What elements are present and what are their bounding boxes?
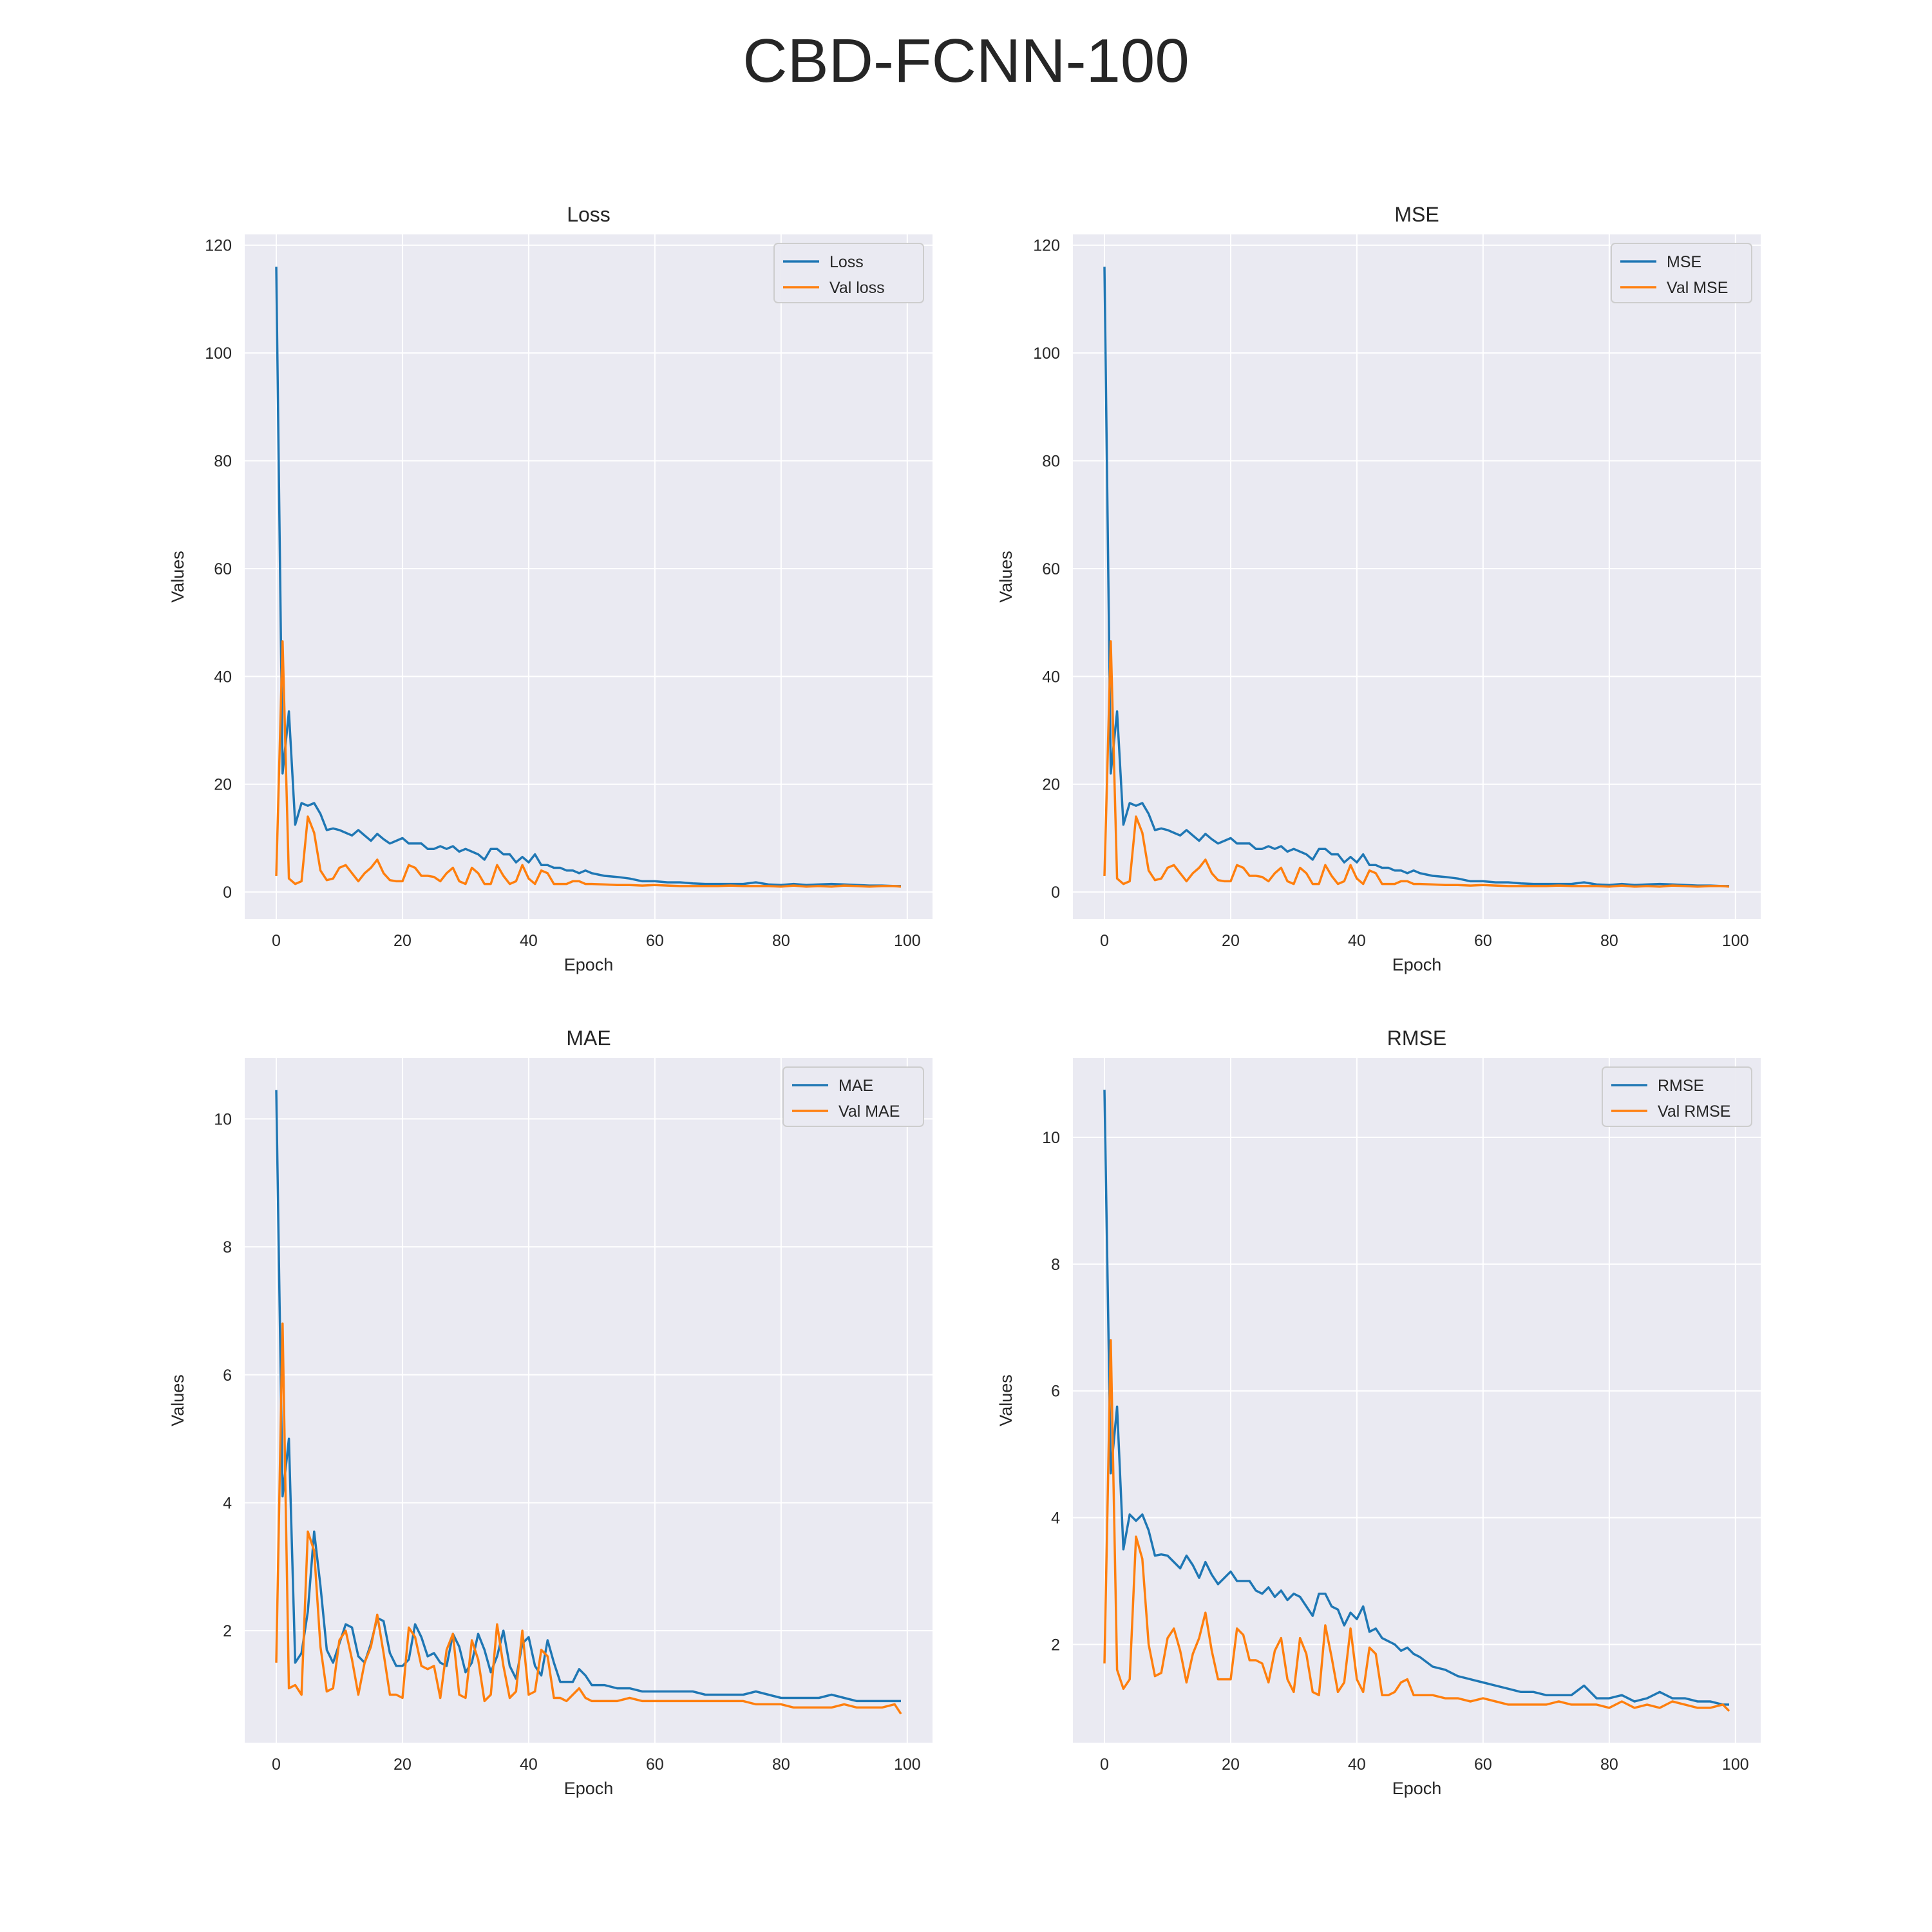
x-tick-label: 20 [393, 1756, 412, 1774]
legend-label: Val loss [829, 279, 885, 297]
y-tick-label: 20 [214, 776, 232, 794]
panel-title: MSE [1394, 203, 1439, 226]
y-tick-label: 2 [223, 1622, 232, 1640]
y-tick-label: 10 [1042, 1129, 1060, 1147]
y-tick-label: 0 [223, 884, 232, 902]
x-tick-label: 80 [1600, 1756, 1618, 1774]
y-tick-label: 40 [214, 668, 232, 686]
legend-label: Val RMSE [1658, 1103, 1730, 1121]
x-tick-label: 60 [646, 1756, 664, 1774]
x-tick-label: 20 [1222, 932, 1240, 950]
x-tick-label: 100 [1722, 932, 1749, 950]
y-tick-label: 8 [223, 1238, 232, 1256]
x-axis-label: Epoch [1392, 955, 1442, 974]
x-tick-label: 40 [1348, 1756, 1366, 1774]
series-line-val [1103, 1339, 1730, 1712]
y-tick-label: 0 [1051, 884, 1060, 902]
x-tick-label: 60 [1474, 1756, 1492, 1774]
y-axis-label: Values [168, 551, 187, 603]
plot-area [1073, 1058, 1761, 1743]
x-tick-label: 0 [1100, 1756, 1109, 1774]
y-tick-label: 4 [1051, 1510, 1060, 1528]
plot-area [1073, 234, 1761, 919]
x-tick-label: 80 [772, 1756, 790, 1774]
y-tick-label: 40 [1042, 668, 1060, 686]
legend-label: Loss [829, 253, 864, 271]
y-tick-label: 8 [1051, 1256, 1060, 1274]
chart-panel-loss: 0 20 40 60 80 100 0 20 40 60 80 100 120 Loss Epoch Valu… [168, 203, 933, 974]
x-tick-label: 40 [1348, 932, 1366, 950]
figure-title: CBD-FCNN-100 [743, 26, 1189, 95]
legend-label: MSE [1667, 253, 1701, 271]
x-tick-label: 40 [520, 1756, 538, 1774]
series-line-train [275, 1090, 901, 1703]
plot-area [245, 1058, 933, 1743]
legend-label: Val MAE [838, 1103, 900, 1121]
y-tick-label: 10 [214, 1110, 232, 1128]
x-axis-label: Epoch [564, 1779, 614, 1798]
y-tick-label: 100 [205, 345, 232, 363]
x-tick-label: 80 [772, 932, 790, 950]
x-tick-label: 80 [1600, 932, 1618, 950]
x-axis-label: Epoch [564, 955, 614, 974]
x-tick-label: 60 [1474, 932, 1492, 950]
chart-panel-mse: 0 20 40 60 80 100 0 20 40 60 80 100 120 MSE Epoch Value… [996, 203, 1761, 974]
y-tick-label: 120 [205, 237, 232, 255]
y-tick-label: 20 [1042, 776, 1060, 794]
y-tick-label: 120 [1033, 237, 1060, 255]
x-tick-label: 20 [1222, 1756, 1240, 1774]
y-tick-label: 60 [1042, 560, 1060, 578]
y-tick-label: 2 [1051, 1636, 1060, 1654]
y-axis-label: Values [996, 551, 1016, 603]
chart-panel-rmse: 0 20 40 60 80 100 2 4 6 8 10 RMSE Epoch Values RMSE Val… [996, 1027, 1761, 1798]
y-tick-label: 60 [214, 560, 232, 578]
series-line-train [275, 267, 901, 887]
series-line-val [1103, 640, 1730, 888]
y-tick-label: 100 [1033, 345, 1060, 363]
x-axis-label: Epoch [1392, 1779, 1442, 1798]
legend: MAE Val MAE [782, 1066, 924, 1127]
x-tick-label: 40 [520, 932, 538, 950]
legend-label: MAE [838, 1077, 873, 1095]
series-line-val [275, 1322, 902, 1715]
y-tick-label: 80 [214, 453, 232, 471]
legend-label: RMSE [1658, 1077, 1704, 1095]
x-tick-label: 0 [272, 932, 281, 950]
y-axis-label: Values [996, 1374, 1016, 1426]
panel-title: RMSE [1387, 1027, 1446, 1050]
legend: Loss Val loss [773, 243, 924, 303]
plot-area [245, 234, 933, 919]
legend-label: Val MSE [1667, 279, 1728, 297]
y-tick-label: 4 [223, 1494, 232, 1512]
series-line-train [1103, 1090, 1729, 1706]
chart-panel-mae: 0 20 40 60 80 100 2 4 6 8 10 MAE Epoch Values MAE Val M… [168, 1027, 933, 1798]
x-tick-label: 60 [646, 932, 664, 950]
x-tick-label: 20 [393, 932, 412, 950]
x-tick-label: 100 [1722, 1756, 1749, 1774]
series-line-train [1103, 267, 1729, 887]
panel-title: MAE [566, 1027, 611, 1050]
panel-title: Loss [567, 203, 611, 226]
x-tick-label: 0 [272, 1756, 281, 1774]
y-tick-label: 6 [223, 1367, 232, 1385]
x-tick-label: 0 [1100, 932, 1109, 950]
legend: RMSE Val RMSE [1602, 1066, 1752, 1127]
y-axis-label: Values [168, 1374, 187, 1426]
legend: MSE Val MSE [1611, 243, 1752, 303]
y-tick-label: 6 [1051, 1383, 1060, 1401]
x-tick-label: 100 [894, 932, 921, 950]
y-tick-label: 80 [1042, 453, 1060, 471]
series-line-val [275, 640, 902, 888]
x-tick-label: 100 [894, 1756, 921, 1774]
